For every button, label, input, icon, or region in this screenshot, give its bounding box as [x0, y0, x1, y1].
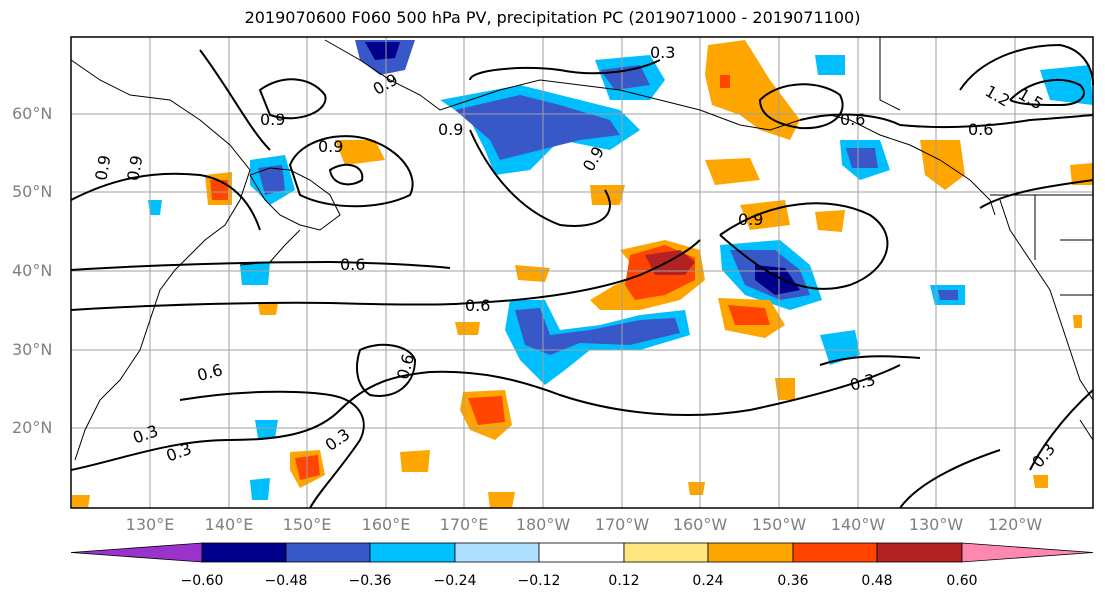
- colorbar-tick-label: 0.36: [777, 573, 809, 589]
- colorbar-tick-label: 0.60: [946, 573, 978, 589]
- lon-label: 180°W: [515, 515, 571, 534]
- colorbar-segment: [454, 542, 540, 563]
- colorbar-tick-label: 0.24: [692, 573, 724, 589]
- lon-label: 140°E: [204, 515, 254, 534]
- map-title: 2019070600 F060 500 hPa PV, precipitatio…: [244, 8, 861, 27]
- lat-label: 20°N: [12, 418, 53, 437]
- lon-label: 130°W: [908, 515, 964, 534]
- precip-negative-areas: [148, 40, 1093, 500]
- colorbar-segment: [369, 542, 456, 563]
- lon-label: 150°W: [751, 515, 807, 534]
- contour-label: 0.9: [438, 120, 463, 139]
- lon-label: 120°W: [987, 515, 1043, 534]
- lat-label: 60°N: [12, 104, 53, 123]
- colorbar-tick-label: −0.48: [264, 573, 308, 589]
- colorbar-segment: [792, 542, 878, 563]
- contour-label: 0.9: [91, 154, 114, 182]
- colorbar-segment: [285, 542, 371, 563]
- coastlines: [70, 37, 1094, 461]
- lon-label: 160°W: [672, 515, 728, 534]
- colorbar-segment: [876, 542, 963, 563]
- colorbar-extend-max: [961, 542, 1094, 563]
- lon-label: 170°E: [439, 515, 489, 534]
- contour-label: 0.9: [260, 110, 285, 129]
- lat-label: 50°N: [12, 182, 53, 201]
- colorbar-tick-label: −0.12: [517, 573, 561, 589]
- graticule: [71, 37, 1093, 508]
- colorbar-tick-label: −0.36: [348, 573, 392, 589]
- colorbar-segment: [623, 542, 709, 563]
- colorbar-tick-label: 0.48: [861, 573, 893, 589]
- colorbar-tick-label: 0.12: [608, 573, 640, 589]
- lon-label: 170°W: [594, 515, 650, 534]
- contour-label: 0.6: [340, 255, 365, 274]
- pv-contours: [70, 43, 1094, 509]
- contour-label: 0.6: [840, 110, 865, 129]
- lon-label: 130°E: [125, 515, 175, 534]
- contour-label: 0.3: [650, 43, 675, 62]
- lon-label: 150°E: [282, 515, 332, 534]
- lat-label: 40°N: [12, 261, 53, 280]
- colorbar-segment: [538, 542, 625, 563]
- lon-label: 140°W: [830, 515, 886, 534]
- contour-label: 0.6: [968, 120, 993, 139]
- lat-label: 30°N: [12, 340, 53, 359]
- colorbar-segment: [201, 542, 287, 563]
- contour-label: 0.9: [738, 210, 763, 229]
- contour-label: 0.6: [465, 296, 490, 315]
- map-frame: [70, 36, 1094, 509]
- colorbar-tick-label: −0.24: [433, 573, 477, 589]
- colorbar-tick-label: −0.60: [180, 573, 224, 589]
- colorbar-extend-min: [70, 542, 203, 563]
- colorbar: [70, 542, 1094, 563]
- contour-label: 0.9: [123, 154, 146, 182]
- colorbar-segment: [707, 542, 794, 563]
- lon-label: 160°E: [361, 515, 411, 534]
- contour-label: 0.9: [318, 137, 343, 156]
